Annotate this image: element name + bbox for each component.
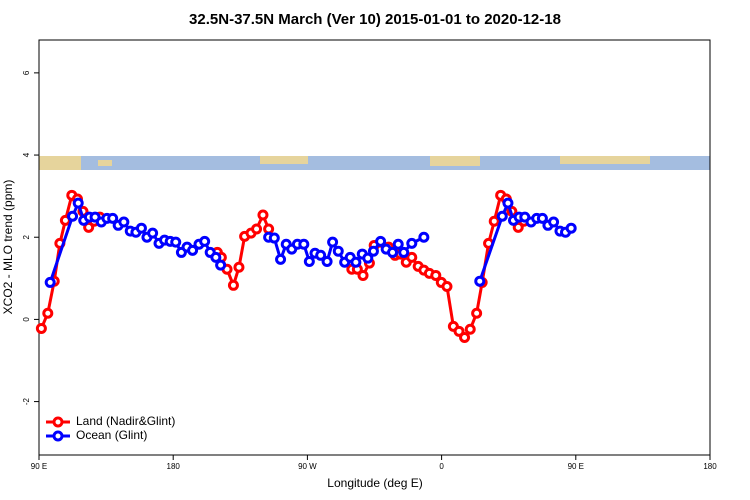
- chart-title: 32.5N-37.5N March (Ver 10) 2015-01-01 to…: [189, 11, 561, 28]
- x-tick-label: 90 W: [298, 462, 317, 471]
- point: [118, 216, 130, 228]
- point: [406, 237, 418, 249]
- point: [536, 212, 548, 224]
- y-tick-label: 0: [22, 317, 31, 322]
- point: [375, 235, 387, 247]
- point: [392, 238, 404, 250]
- map-strip: [39, 156, 710, 170]
- y-tick-label: 2: [22, 234, 31, 239]
- point: [227, 279, 239, 291]
- point: [387, 246, 399, 258]
- point: [362, 252, 374, 264]
- point: [257, 209, 269, 221]
- point: [406, 251, 418, 263]
- point: [565, 222, 577, 234]
- point: [327, 236, 339, 248]
- point: [459, 331, 471, 343]
- y-tick-label: 6: [22, 70, 31, 75]
- point: [67, 210, 79, 222]
- point: [548, 216, 560, 228]
- x-tick-label: 90 E: [568, 462, 584, 471]
- legend-label: Ocean (Glint): [76, 428, 147, 442]
- series-line: [48, 198, 573, 283]
- point: [315, 249, 327, 261]
- point: [502, 197, 514, 209]
- point: [398, 246, 410, 258]
- point: [367, 245, 379, 257]
- x-tick-label: 180: [167, 462, 181, 471]
- point: [251, 223, 263, 235]
- point: [512, 221, 524, 233]
- y-axis-label: XCO2 - MLO trend (ppm): [1, 180, 15, 315]
- legend-marker: [52, 430, 64, 442]
- point: [215, 259, 227, 271]
- y-tick-label: -2: [22, 397, 31, 405]
- x-tick-label: 0: [439, 462, 444, 471]
- point: [135, 222, 147, 234]
- point: [430, 269, 442, 281]
- point: [44, 276, 56, 288]
- y-tick-label: 4: [22, 152, 31, 157]
- point: [303, 255, 315, 267]
- point: [72, 197, 84, 209]
- point: [35, 322, 47, 334]
- point: [488, 215, 500, 227]
- point: [350, 256, 362, 268]
- legend-label: Land (Nadir&Glint): [76, 414, 175, 428]
- point: [418, 231, 430, 243]
- x-axis-label: Longitude (deg E): [327, 476, 422, 490]
- legend-marker: [52, 416, 64, 428]
- point: [441, 281, 453, 293]
- point: [170, 236, 182, 248]
- x-tick-label: 90 E: [31, 462, 47, 471]
- point: [357, 269, 369, 281]
- plot-frame: [38, 39, 711, 456]
- point: [187, 244, 199, 256]
- point: [275, 253, 287, 265]
- point: [199, 235, 211, 247]
- point: [210, 251, 222, 263]
- point: [471, 307, 483, 319]
- point: [42, 307, 54, 319]
- point: [496, 210, 508, 222]
- point: [474, 275, 486, 287]
- point: [321, 255, 333, 267]
- point: [464, 323, 476, 335]
- point: [107, 212, 119, 224]
- point: [332, 245, 344, 257]
- point: [268, 232, 280, 244]
- point: [147, 227, 159, 239]
- point: [298, 238, 310, 250]
- point: [233, 261, 245, 273]
- x-tick-label: 180: [703, 462, 717, 471]
